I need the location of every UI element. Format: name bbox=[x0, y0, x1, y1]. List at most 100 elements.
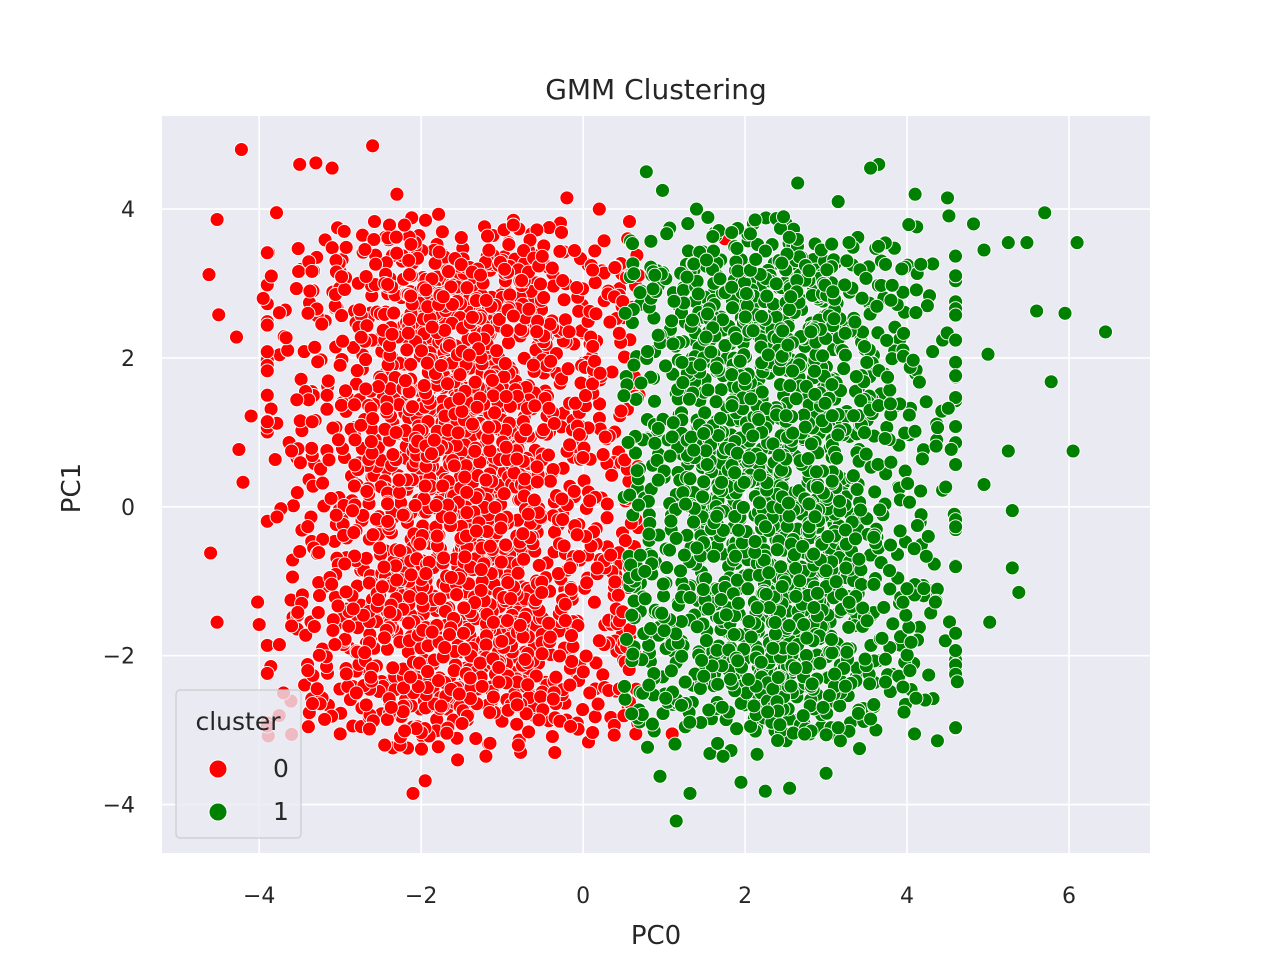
scatter-point-cluster-1 bbox=[772, 717, 788, 733]
scatter-point-cluster-1 bbox=[871, 238, 886, 254]
scatter-point-cluster-1 bbox=[783, 289, 799, 305]
scatter-point-cluster-0 bbox=[372, 540, 388, 556]
scatter-point-cluster-0 bbox=[399, 342, 415, 358]
scatter-point-cluster-1 bbox=[883, 454, 899, 470]
scatter-point-cluster-1 bbox=[883, 292, 899, 308]
scatter-point-cluster-0 bbox=[337, 556, 353, 572]
scatter-point-cluster-0 bbox=[209, 614, 225, 630]
scatter-point-cluster-1 bbox=[665, 336, 681, 352]
scatter-point-cluster-1 bbox=[749, 600, 765, 616]
scatter-point-cluster-0 bbox=[585, 338, 601, 354]
scatter-point-cluster-1 bbox=[718, 607, 734, 623]
scatter-point-cluster-1 bbox=[948, 307, 964, 323]
scatter-point-cluster-1 bbox=[696, 474, 712, 490]
scatter-point-cluster-0 bbox=[617, 533, 633, 549]
scatter-point-cluster-0 bbox=[243, 408, 259, 424]
scatter-point-cluster-0 bbox=[321, 452, 337, 468]
scatter-point-cluster-1 bbox=[907, 186, 923, 202]
scatter-point-cluster-0 bbox=[589, 560, 605, 576]
scatter-point-cluster-1 bbox=[667, 736, 683, 752]
scatter-point-cluster-1 bbox=[724, 279, 740, 295]
scatter-point-cluster-1 bbox=[884, 277, 900, 293]
scatter-point-cluster-1 bbox=[948, 248, 963, 264]
scatter-point-cluster-0 bbox=[481, 242, 497, 258]
scatter-point-cluster-1 bbox=[921, 667, 937, 683]
scatter-point-cluster-1 bbox=[882, 396, 898, 412]
scatter-point-cluster-0 bbox=[435, 289, 451, 305]
scatter-point-cluster-0 bbox=[529, 324, 545, 340]
scatter-point-cluster-1 bbox=[920, 528, 936, 544]
scatter-point-cluster-1 bbox=[815, 699, 831, 715]
scatter-point-cluster-0 bbox=[327, 637, 343, 652]
scatter-point-cluster-0 bbox=[607, 260, 623, 276]
scatter-point-cluster-0 bbox=[420, 664, 436, 680]
scatter-point-cluster-1 bbox=[870, 456, 886, 472]
scatter-point-cluster-1 bbox=[781, 508, 797, 524]
scatter-point-cluster-0 bbox=[269, 205, 284, 221]
scatter-point-cluster-1 bbox=[913, 483, 929, 499]
scatter-point-cluster-0 bbox=[499, 613, 515, 629]
scatter-point-cluster-0 bbox=[556, 292, 572, 308]
scatter-point-cluster-0 bbox=[534, 585, 550, 600]
scatter-point-cluster-1 bbox=[754, 308, 769, 324]
scatter-point-cluster-1 bbox=[730, 263, 746, 279]
scatter-point-cluster-0 bbox=[334, 308, 350, 324]
scatter-point-cluster-0 bbox=[414, 343, 429, 359]
scatter-point-cluster-0 bbox=[259, 344, 275, 360]
y-tick-label: −2 bbox=[103, 645, 135, 670]
scatter-point-cluster-0 bbox=[417, 773, 433, 789]
scatter-point-cluster-1 bbox=[848, 369, 864, 385]
scatter-point-cluster-1 bbox=[918, 548, 934, 564]
scatter-point-cluster-1 bbox=[740, 581, 756, 597]
scatter-point-cluster-1 bbox=[659, 226, 675, 242]
scatter-point-cluster-0 bbox=[315, 475, 331, 491]
scatter-point-cluster-1 bbox=[809, 585, 825, 601]
scatter-point-cluster-0 bbox=[552, 243, 568, 259]
scatter-point-cluster-1 bbox=[690, 286, 706, 302]
scatter-point-cluster-1 bbox=[737, 309, 753, 325]
scatter-point-cluster-0 bbox=[478, 637, 494, 653]
scatter-point-cluster-0 bbox=[468, 523, 484, 539]
scatter-point-cluster-1 bbox=[824, 377, 840, 392]
scatter-point-cluster-0 bbox=[456, 600, 472, 616]
scatter-point-cluster-1 bbox=[663, 513, 679, 529]
scatter-point-cluster-0 bbox=[501, 237, 517, 252]
scatter-point-cluster-0 bbox=[575, 702, 591, 718]
scatter-point-cluster-0 bbox=[597, 429, 613, 445]
scatter-point-cluster-1 bbox=[803, 436, 819, 452]
scatter-point-cluster-0 bbox=[498, 389, 514, 404]
scatter-point-cluster-0 bbox=[571, 427, 587, 442]
scatter-point-cluster-0 bbox=[401, 267, 417, 283]
x-tick-label: 0 bbox=[576, 884, 590, 909]
scatter-point-cluster-1 bbox=[658, 358, 673, 374]
scatter-point-cluster-0 bbox=[376, 559, 392, 575]
scatter-point-cluster-1 bbox=[741, 450, 757, 466]
scatter-point-cluster-0 bbox=[357, 645, 373, 661]
scatter-point-cluster-0 bbox=[566, 483, 582, 499]
scatter-point-cluster-1 bbox=[778, 408, 794, 424]
scatter-point-cluster-1 bbox=[829, 450, 845, 466]
scatter-point-cluster-1 bbox=[880, 369, 896, 385]
scatter-point-cluster-0 bbox=[554, 491, 570, 507]
scatter-point-cluster-0 bbox=[418, 212, 433, 228]
legend: cluster 0 1 bbox=[175, 689, 302, 839]
scatter-point-cluster-0 bbox=[456, 641, 472, 657]
scatter-point-cluster-0 bbox=[401, 615, 416, 631]
scatter-point-cluster-0 bbox=[348, 685, 364, 701]
scatter-point-cluster-1 bbox=[714, 699, 730, 715]
scatter-point-cluster-0 bbox=[383, 699, 399, 715]
scatter-point-cluster-1 bbox=[774, 255, 790, 271]
scatter-point-cluster-0 bbox=[487, 500, 503, 515]
scatter-point-cluster-1 bbox=[907, 423, 923, 439]
scatter-point-cluster-0 bbox=[454, 403, 470, 419]
scatter-point-cluster-1 bbox=[676, 547, 692, 563]
scatter-point-cluster-0 bbox=[365, 411, 381, 427]
scatter-point-cluster-1 bbox=[815, 348, 831, 364]
scatter-point-cluster-1 bbox=[681, 391, 697, 407]
scatter-point-cluster-1 bbox=[654, 605, 670, 621]
scatter-point-cluster-1 bbox=[948, 354, 964, 370]
scatter-point-cluster-0 bbox=[515, 526, 531, 542]
scatter-point-cluster-1 bbox=[830, 427, 846, 443]
scatter-point-cluster-0 bbox=[527, 398, 543, 414]
scatter-point-cluster-0 bbox=[392, 543, 408, 559]
